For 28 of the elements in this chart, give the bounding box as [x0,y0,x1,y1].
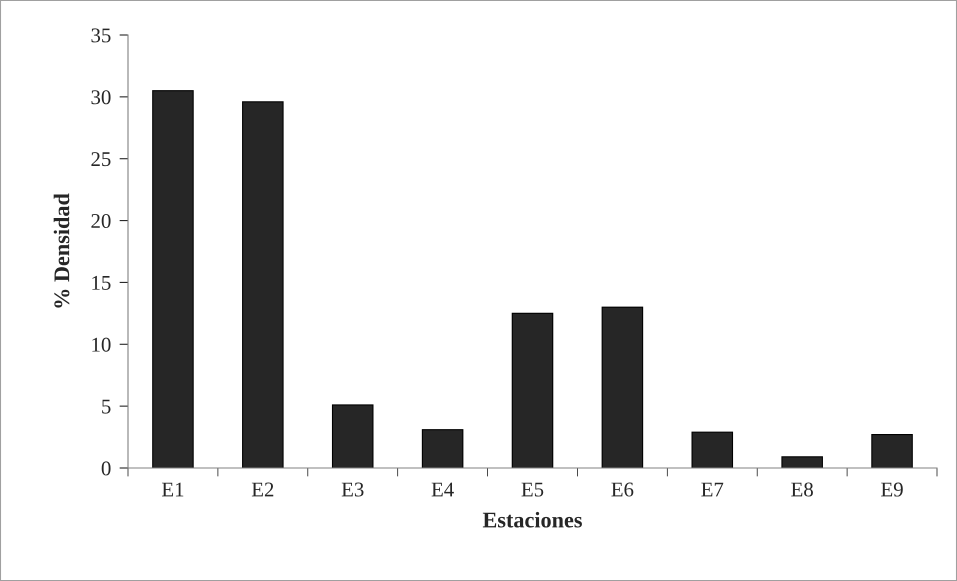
bar [332,404,374,468]
y-tick-label: 5 [102,400,111,414]
x-tick-label: E2 [252,482,274,496]
y-tick-label: 20 [91,214,111,228]
x-tick-label: E5 [522,482,544,497]
x-tick-label: E1 [162,482,184,496]
bar [871,434,913,468]
bar [152,90,194,468]
bar [781,456,823,468]
x-tick-label: E9 [881,482,903,497]
x-tick-label: E3 [342,482,364,497]
y-tick-label: 30 [91,90,111,104]
x-tick-label: E7 [701,482,724,496]
y-tick-label: 10 [92,338,111,352]
x-tick-label: E4 [432,482,454,496]
y-tick-label: 0 [102,461,111,476]
x-tick-label: E8 [791,482,813,497]
y-tick-label: 15 [92,276,111,290]
x-tick-label: E6 [611,482,634,497]
bar [602,306,644,468]
x-axis-title: Estaciones [482,512,582,528]
y-tick-label: 35 [91,28,111,42]
y-axis-title: % Densidad [54,193,70,308]
y-tick-label: 25 [91,152,111,166]
bar [512,312,554,468]
bar [422,429,464,468]
bar [242,101,284,468]
bar [692,432,734,468]
